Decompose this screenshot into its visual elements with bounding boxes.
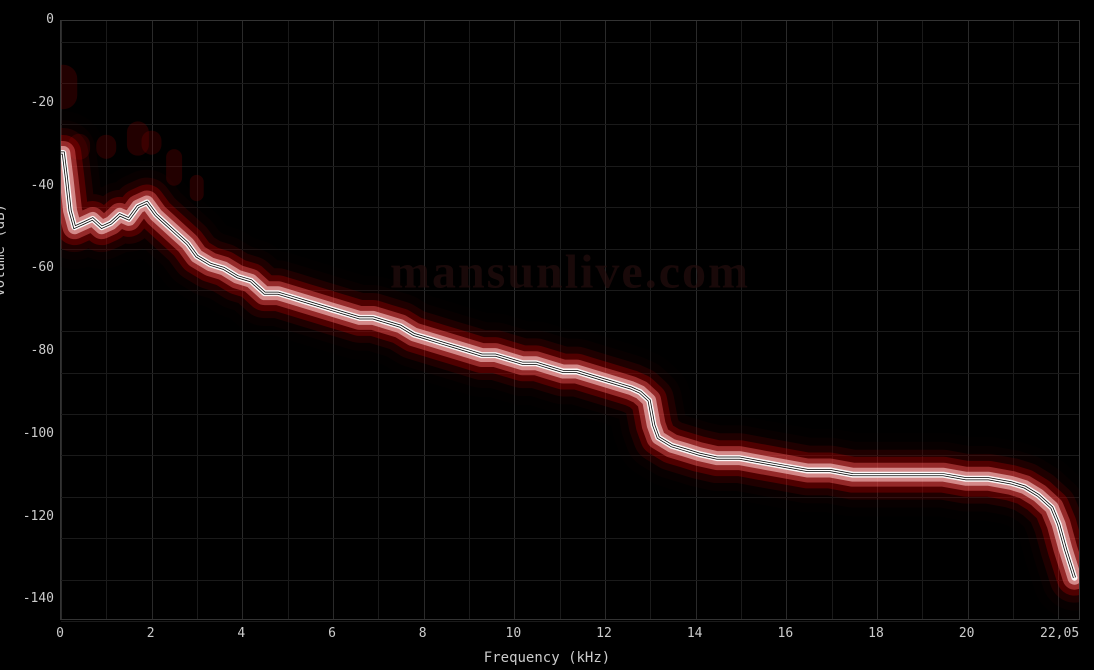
y-tick-label: -20 bbox=[4, 95, 54, 110]
y-tick-label: -60 bbox=[4, 260, 54, 275]
x-tick-label: 8 bbox=[419, 626, 427, 641]
x-tick-label: 20 bbox=[959, 626, 975, 641]
y-tick-label: -100 bbox=[4, 426, 54, 441]
x-tick-label: 10 bbox=[506, 626, 522, 641]
y-tick-label: -120 bbox=[4, 509, 54, 524]
spectrum-svg bbox=[61, 21, 1079, 619]
x-axis-label: Frequency (kHz) bbox=[484, 650, 610, 666]
y-tick-label: 0 bbox=[4, 12, 54, 27]
x-tick-label: 14 bbox=[687, 626, 703, 641]
x-tick-label: 22,05 bbox=[1040, 626, 1079, 641]
y-tick-label: -40 bbox=[4, 178, 54, 193]
spectrum-chart: mansunlive.com Volume (dB) Frequency (kH… bbox=[0, 0, 1094, 670]
y-tick-label: -80 bbox=[4, 343, 54, 358]
x-tick-label: 18 bbox=[868, 626, 884, 641]
y-tick-label: -140 bbox=[4, 591, 54, 606]
x-tick-label: 16 bbox=[778, 626, 794, 641]
y-axis-label: Volume (dB) bbox=[0, 204, 8, 297]
plot-area: mansunlive.com bbox=[60, 20, 1080, 620]
x-tick-label: 4 bbox=[237, 626, 245, 641]
x-tick-label: 0 bbox=[56, 626, 64, 641]
x-tick-label: 6 bbox=[328, 626, 336, 641]
x-tick-label: 2 bbox=[147, 626, 155, 641]
x-tick-label: 12 bbox=[596, 626, 612, 641]
